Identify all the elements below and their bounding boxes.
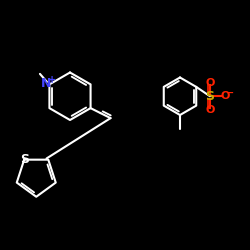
Text: S: S [206, 90, 214, 103]
Text: O: O [220, 91, 230, 101]
Text: N: N [40, 76, 51, 90]
Text: O: O [205, 78, 215, 88]
Text: −: − [226, 88, 234, 98]
Text: +: + [48, 75, 56, 85]
Text: O: O [205, 105, 215, 115]
Text: S: S [20, 153, 29, 166]
